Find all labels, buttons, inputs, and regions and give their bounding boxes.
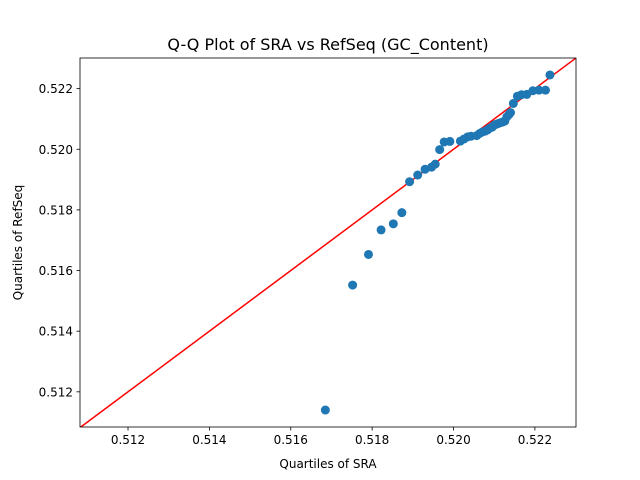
x-tick-label: 0.512 [111,433,145,447]
data-point [540,85,550,95]
data-point [545,70,555,80]
data-point [435,145,445,155]
data-point [413,170,423,180]
x-axis-label: Quartiles of SRA [279,457,377,471]
plot-frame [79,57,577,428]
x-tick-label: 0.518 [355,433,389,447]
y-axis-label: Quartiles of RefSeq [11,185,25,301]
x-axis-ticks: 0.512 0.514 0.516 0.518 0.520 0.522 [111,427,552,447]
reference-line [80,58,576,427]
data-point [397,208,407,218]
data-point [376,225,386,235]
data-point [348,280,358,290]
y-tick-label: 0.516 [39,264,73,278]
data-point [534,85,544,95]
chart-title: Q-Q Plot of SRA vs RefSeq (GC_Content) [167,35,488,55]
y-tick-label: 0.514 [39,325,73,339]
x-tick-label: 0.520 [436,433,470,447]
data-point [405,177,415,187]
data-point [320,405,330,415]
y-tick-label: 0.518 [39,203,73,217]
x-tick-label: 0.516 [274,433,308,447]
data-point [388,219,398,229]
y-tick-label: 0.522 [39,82,73,96]
y-tick-label: 0.512 [39,385,73,399]
y-tick-label: 0.520 [39,143,73,157]
plot-area [80,58,576,427]
x-tick-label: 0.522 [518,433,552,447]
plot-clip-group [80,58,576,427]
data-point [445,136,455,146]
y-axis-ticks: 0.512 0.514 0.516 0.518 0.520 0.522 [39,82,80,399]
x-tick-label: 0.514 [192,433,226,447]
data-point [430,159,440,169]
data-point [505,108,515,118]
data-point [508,98,518,108]
data-point [363,249,373,259]
